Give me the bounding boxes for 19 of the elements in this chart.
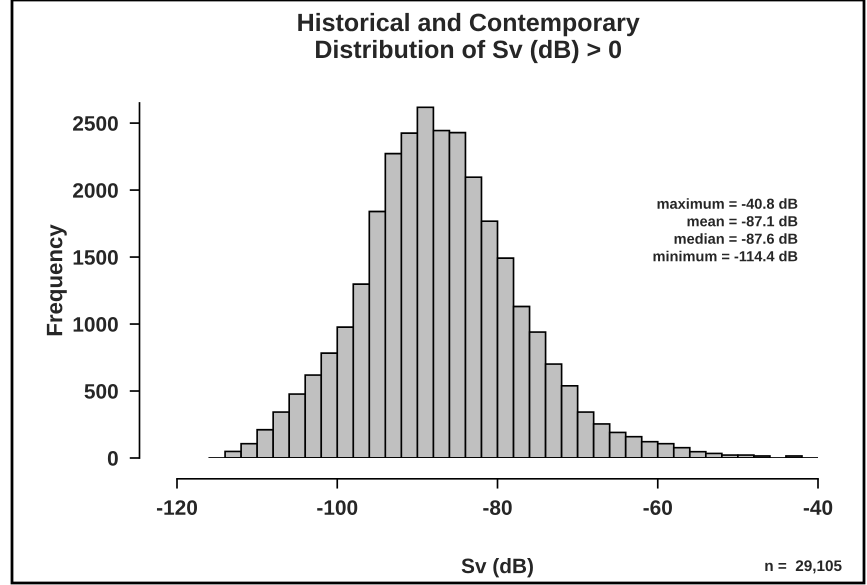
- annotation: mean = -87.1 dB: [688, 216, 798, 226]
- annotation: maximum = -40.8 dB: [658, 198, 798, 209]
- chart-title: Historical and Contemporary Distribution of Sv (dB) > 0: [298, 12, 640, 64]
- x-tick-label: -100: [317, 500, 358, 515]
- x-tick-label: -60: [644, 500, 672, 515]
- y-tick-label: 1000: [74, 317, 118, 332]
- annotation: median = -87.6 dB: [674, 233, 798, 244]
- x-axis-title: Sv (dB): [462, 558, 533, 578]
- y-tick-label: 2000: [73, 183, 118, 198]
- x-tick-label: -80: [483, 500, 512, 515]
- x-tick-label: -40: [804, 500, 832, 515]
- y-tick-label: 500: [84, 384, 118, 399]
- y-tick-label: 0: [108, 451, 118, 466]
- text: n = 29,105: [765, 560, 842, 574]
- y-tick-label: 1500: [74, 250, 118, 265]
- x-tick-label: -120: [156, 500, 197, 515]
- y-tick-label: 2500: [73, 116, 118, 131]
- y-axis-title: Frequency: [46, 224, 67, 336]
- annotation: minimum = -114.4 dB: [653, 250, 798, 262]
